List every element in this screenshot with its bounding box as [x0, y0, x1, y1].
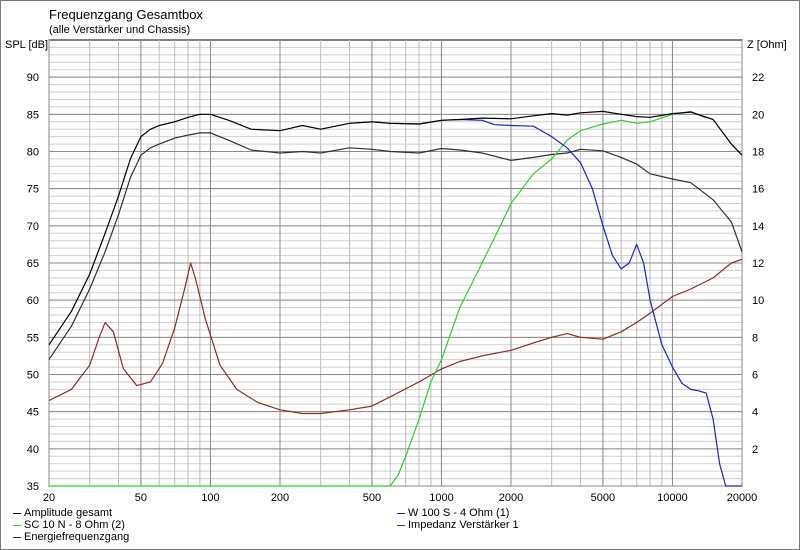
x-tick-label: 20000: [727, 492, 758, 504]
y2-tick-label: 4: [752, 407, 758, 419]
legend-label: Energiefrequenzgang: [24, 531, 130, 543]
y-tick-label: 75: [27, 184, 39, 196]
legend-swatch-amplitude: [13, 512, 21, 514]
y-tick-label: 35: [27, 481, 39, 493]
y-tick-label: 80: [27, 147, 39, 159]
x-tick-label: 500: [363, 492, 381, 504]
y2-tick-label: 12: [752, 258, 764, 270]
legend-label: W 100 S - 4 Ohm (1): [408, 507, 510, 519]
legend-item-amplitude: Amplitude gesamt: [13, 507, 112, 520]
series-line-amplitude-gesamt: [48, 110, 743, 346]
y2-tick-label: 20: [752, 109, 764, 121]
y-axis-label-left: SPL [dB]: [5, 39, 49, 51]
y-tick-label: 55: [27, 332, 39, 344]
legend-label: SC 10 N - 8 Ohm (2): [24, 519, 125, 531]
legend-swatch-w100s: [397, 512, 405, 514]
y-tick-label: 45: [27, 407, 39, 419]
x-tick-label: 100: [201, 492, 219, 504]
legend-swatch-impedanz: [397, 524, 405, 526]
y-tick-label: 70: [27, 221, 39, 233]
legend-label: Impedanz Verstärker 1: [408, 519, 519, 531]
y2-tick-label: 6: [752, 370, 758, 382]
y-tick-label: 40: [27, 444, 39, 456]
y-tick-label: 50: [27, 370, 39, 382]
y2-tick-label: 22: [752, 72, 764, 84]
legend-swatch-energie: [13, 536, 21, 538]
legend-item-energie: Energiefrequenzgang: [13, 531, 129, 544]
x-tick-label: 50: [135, 492, 147, 504]
series-line-energiefrequenzgang: [48, 132, 743, 360]
x-tick-label: 1000: [429, 492, 453, 504]
y-tick-label: 60: [27, 295, 39, 307]
series-line-sc-10-n-8-ohm-2: [49, 110, 707, 487]
y2-tick-label: 18: [752, 147, 764, 159]
x-tick-label: 5000: [591, 492, 615, 504]
x-tick-label: 20: [43, 492, 55, 504]
chart-title: Frequenzgang Gesamtbox: [49, 7, 203, 22]
legend-item-sc10n: SC 10 N - 8 Ohm (2): [13, 519, 125, 532]
legend-item-impedanz: Impedanz Verstärker 1: [397, 519, 519, 532]
y-tick-label: 85: [27, 109, 39, 121]
legend-item-w100s: W 100 S - 4 Ohm (1): [397, 507, 509, 520]
y2-tick-label: 14: [752, 221, 764, 233]
y2-tick-label: 8: [752, 332, 758, 344]
y2-tick-label: 16: [752, 184, 764, 196]
y-tick-label: 65: [27, 258, 39, 270]
legend-label: Amplitude gesamt: [24, 507, 113, 519]
y-tick-label: 90: [27, 72, 39, 84]
chart-subtitle: (alle Verstärker und Chassis): [49, 24, 191, 36]
series-line-impedanz-verst-rker-1: [48, 258, 743, 415]
y2-tick-label: 10: [752, 295, 764, 307]
x-tick-label: 2000: [499, 492, 523, 504]
legend-swatch-sc10n: [13, 524, 21, 526]
y-axis-label-right: Z [Ohm]: [747, 39, 787, 51]
x-tick-label: 10000: [657, 492, 688, 504]
x-tick-label: 200: [271, 492, 289, 504]
y2-tick-label: 2: [752, 444, 758, 456]
